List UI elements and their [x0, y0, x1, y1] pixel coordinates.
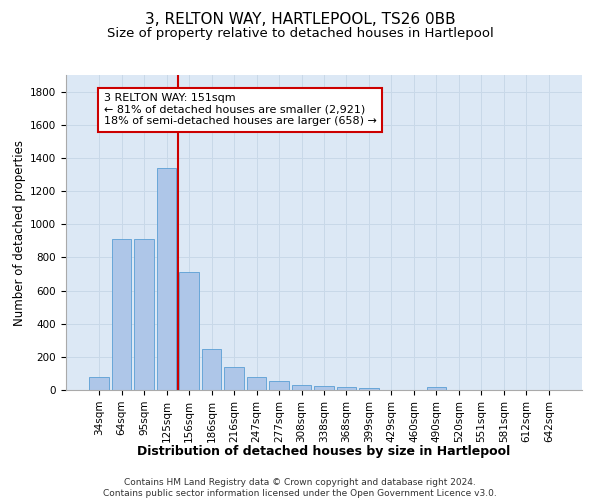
Bar	[427, 386, 446, 390]
X-axis label: Distribution of detached houses by size in Hartlepool: Distribution of detached houses by size …	[137, 444, 511, 458]
Text: 3 RELTON WAY: 151sqm
← 81% of detached houses are smaller (2,921)
18% of semi-de: 3 RELTON WAY: 151sqm ← 81% of detached h…	[104, 93, 376, 126]
Bar	[179, 272, 199, 390]
Text: Size of property relative to detached houses in Hartlepool: Size of property relative to detached ho…	[107, 28, 493, 40]
Bar	[89, 376, 109, 390]
Y-axis label: Number of detached properties: Number of detached properties	[13, 140, 26, 326]
Bar	[337, 386, 356, 390]
Text: Contains HM Land Registry data © Crown copyright and database right 2024.
Contai: Contains HM Land Registry data © Crown c…	[103, 478, 497, 498]
Bar	[112, 239, 131, 390]
Bar	[224, 367, 244, 390]
Bar	[359, 388, 379, 390]
Bar	[202, 349, 221, 390]
Text: 3, RELTON WAY, HARTLEPOOL, TS26 0BB: 3, RELTON WAY, HARTLEPOOL, TS26 0BB	[145, 12, 455, 28]
Bar	[157, 168, 176, 390]
Bar	[269, 381, 289, 390]
Bar	[134, 239, 154, 390]
Bar	[314, 386, 334, 390]
Bar	[247, 376, 266, 390]
Bar	[292, 385, 311, 390]
